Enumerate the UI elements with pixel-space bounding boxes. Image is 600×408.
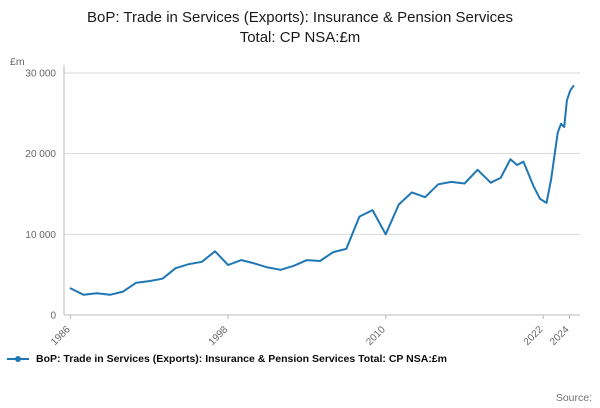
x-tick-label: 2022 <box>522 324 546 348</box>
x-tick-label: 2010 <box>364 324 388 348</box>
y-axis-unit-label: £m <box>10 56 25 68</box>
x-tick-label: 1998 <box>207 324 231 348</box>
x-tick-label: 2024 <box>548 324 572 348</box>
y-tick-label: 30 000 <box>25 68 56 79</box>
x-tick-label: 1986 <box>49 324 73 348</box>
series-line <box>69 84 575 296</box>
line-chart: 0 10 000 20 000 30 000 1986 1998 2010 2022 2024 £… <box>10 56 580 348</box>
y-tick-label: 10 000 <box>25 229 56 240</box>
legend-item[interactable]: BoP: Trade in Services (Exports): Insura… <box>0 353 600 365</box>
legend-label: BoP: Trade in Services (Exports): Insura… <box>36 352 447 365</box>
source-label: Source: <box>555 392 592 404</box>
y-tick-label: 0 <box>50 310 56 321</box>
y-tick-label: 20 000 <box>25 149 56 160</box>
page-title: BoP: Trade in Services (Exports): Insura… <box>86 9 514 47</box>
legend-line-marker <box>7 355 29 362</box>
